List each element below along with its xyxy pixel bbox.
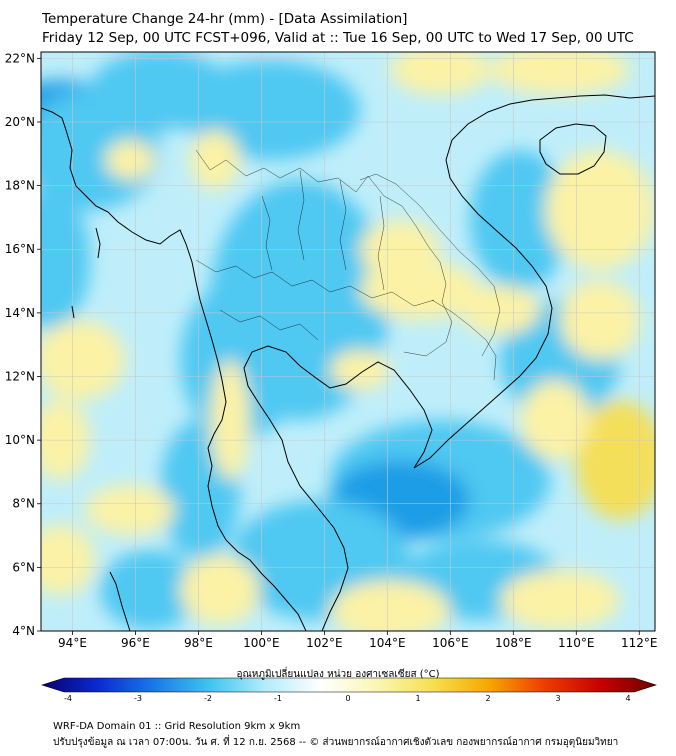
x-tick-label: 94°E	[58, 636, 87, 650]
y-tick-label: 16°N	[5, 242, 35, 256]
field-patch	[545, 150, 655, 270]
x-tick-label: 106°E	[432, 636, 469, 650]
footer-credits: ปรับปรุงข้อมูล ณ เวลา 07:00น. วัน ศ. ที่…	[53, 737, 619, 748]
y-tick-label: 20°N	[5, 115, 35, 129]
colorbar-ticks: -4 -3 -2 -1 0 1 2 3 4	[64, 694, 631, 703]
hainan-island	[539, 123, 607, 175]
inner-borders	[261, 169, 385, 291]
andaman-islands	[71, 227, 101, 319]
colorbar-tick-label: 0	[345, 694, 350, 703]
y-tick-label: 10°N	[5, 433, 35, 447]
x-tick-label: 104°E	[369, 636, 406, 650]
field-patch	[560, 280, 640, 360]
colorbar-tick-label: -1	[274, 694, 282, 703]
y-tick-label: 8°N	[12, 497, 35, 511]
field-patch	[210, 360, 250, 480]
cambodia-border	[431, 299, 497, 381]
field-patch	[470, 150, 570, 290]
field-patch	[360, 220, 440, 280]
longitude-ticks: 94°E 96°E 98°E 100°E 102°E 104°E 106°E 108°E 110…	[58, 631, 658, 650]
y-tick-label: 6°N	[12, 560, 35, 574]
colorbar-tick-label: -2	[204, 694, 212, 703]
field-patch	[105, 140, 155, 180]
colorbar-tick-label: -3	[134, 694, 142, 703]
field-patch	[390, 52, 490, 95]
field-patch	[490, 52, 630, 95]
temperature-field	[41, 52, 655, 631]
field-patch	[520, 380, 590, 460]
field-patch	[85, 485, 175, 535]
field-patch	[180, 280, 300, 440]
field-patch	[41, 190, 90, 330]
laos-vietnam-border	[359, 173, 501, 357]
y-tick-label: 18°N	[5, 179, 35, 193]
province-borders	[195, 149, 501, 381]
west-coastline	[41, 107, 307, 631]
central-border	[195, 259, 435, 307]
x-tick-label: 100°E	[243, 636, 280, 650]
colorbar-tick-label: 3	[555, 694, 560, 703]
colorbar-tick-label: -4	[64, 694, 72, 703]
field-patch	[500, 570, 620, 630]
field-patch	[330, 580, 450, 631]
map-frame	[40, 51, 656, 632]
x-tick-label: 102°E	[306, 636, 343, 650]
y-tick-label: 12°N	[5, 369, 35, 383]
x-tick-label: 110°E	[558, 636, 595, 650]
field-patch	[180, 555, 260, 625]
colorbar-tick-label: 1	[415, 694, 420, 703]
latitude-ticks: 22°N 20°N 18°N 16°N 14°N 12°N 10°N 8°N 6°N 4°N	[5, 51, 41, 638]
field-patch	[575, 400, 655, 520]
colorbar-tick-label: 4	[625, 694, 630, 703]
coastlines	[41, 94, 655, 631]
field-patch	[41, 320, 125, 400]
y-tick-label: 14°N	[5, 306, 35, 320]
map-subtitle: Friday 12 Sep, 00 UTC FCST+096, Valid at…	[42, 30, 634, 46]
field-patch	[100, 550, 200, 630]
x-tick-label: 98°E	[184, 636, 213, 650]
field-patch	[41, 525, 95, 595]
map-title: Temperature Change 24-hr (mm) - [Data As…	[42, 11, 408, 27]
x-tick-label: 108°E	[495, 636, 532, 650]
field-patch	[190, 130, 240, 190]
thailand-north-border	[195, 149, 453, 357]
sumatra-coastline	[109, 571, 131, 631]
y-tick-label: 22°N	[5, 51, 35, 65]
colorbar-strip	[41, 677, 657, 693]
gulf-coastline	[243, 345, 433, 631]
x-tick-label: 112°E	[621, 636, 658, 650]
y-tick-label: 4°N	[12, 624, 35, 638]
colorbar-label: อุณหภูมิเปลี่ยนแปลง หน่วย องศาเซลเซียส (…	[236, 669, 440, 680]
central-south-border	[219, 309, 319, 341]
x-tick-label: 96°E	[121, 636, 150, 650]
vietnam-coastline	[413, 94, 655, 469]
field-patch	[330, 350, 390, 390]
colorbar	[41, 677, 657, 693]
colorbar-tick-label: 2	[485, 694, 490, 703]
footer-model-info: WRF-DA Domain 01 :: Grid Resolution 9km …	[53, 721, 301, 732]
